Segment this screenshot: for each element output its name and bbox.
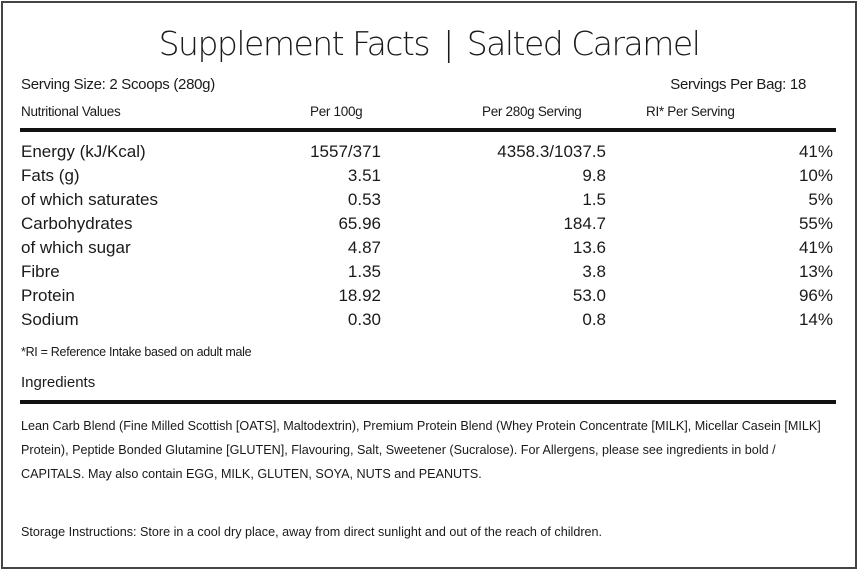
title-main: Supplement Facts — [158, 24, 431, 63]
per-100g-value: 1557/371 — [310, 142, 381, 161]
table-row: Energy (kJ/Kcal) 1557/371 4358.3/1037.5 41% — [0, 142, 858, 166]
storage-instructions: Storage Instructions: Store in a cool dr… — [21, 525, 603, 539]
per-serving-value: 1.5 — [582, 190, 606, 209]
ri-value: 55% — [798, 214, 833, 233]
nutrient-name: Energy (kJ/Kcal) — [21, 142, 146, 161]
ri-value: 14% — [798, 310, 833, 329]
servings-per-bag: Servings Per Bag: 18 — [670, 76, 806, 93]
ingredients-text: Lean Carb Blend (Fine Milled Scottish [O… — [21, 419, 821, 481]
header-ri: RI* Per Serving — [646, 104, 735, 119]
ri-value: 13% — [798, 262, 833, 281]
per-serving-value: 13.6 — [572, 238, 606, 257]
table-row: Sodium 0.30 0.8 14% — [0, 310, 858, 334]
ri-value: 10% — [798, 166, 833, 185]
per-100g-value: 0.30 — [347, 310, 381, 329]
per-100g-value: 3.51 — [347, 166, 381, 185]
ingredients-heading: Ingredients — [21, 374, 96, 391]
ri-value: 96% — [798, 286, 833, 305]
table-row: Fibre 1.35 3.8 13% — [0, 262, 858, 286]
title-flavour: Salted Caramel — [466, 24, 701, 63]
header-divider — [20, 128, 836, 132]
per-serving-value: 3.8 — [582, 262, 606, 281]
nutrient-name: Carbohydrates — [21, 214, 133, 233]
title-separator: | — [443, 24, 454, 63]
header-per-serving: Per 280g Serving — [482, 104, 582, 119]
per-serving-value: 4358.3/1037.5 — [497, 142, 606, 161]
ri-note: *RI = Reference Intake based on adult ma… — [21, 345, 252, 359]
per-serving-value: 9.8 — [582, 166, 606, 185]
serving-size: Serving Size: 2 Scoops (280g) — [21, 76, 215, 93]
nutrient-name: of which sugar — [21, 238, 131, 257]
nutrient-name: Protein — [21, 286, 75, 305]
nutrient-name: Fats (g) — [21, 166, 80, 185]
nutrient-name: of which saturates — [21, 190, 159, 209]
nutrient-name: Sodium — [21, 310, 79, 329]
table-row: Fats (g) 3.51 9.8 10% — [0, 166, 858, 190]
per-100g-value: 4.87 — [347, 238, 381, 257]
page-title: Supplement Facts | Salted Caramel — [0, 24, 858, 63]
header-nutritional-values: Nutritional Values — [21, 104, 121, 119]
per-100g-value: 0.53 — [347, 190, 381, 209]
per-serving-value: 184.7 — [563, 214, 606, 233]
per-100g-value: 1.35 — [347, 262, 381, 281]
table-row: Protein 18.92 53.0 96% — [0, 286, 858, 310]
table-row: Carbohydrates 65.96 184.7 55% — [0, 214, 858, 238]
table-row: of which saturates 0.53 1.5 5% — [0, 190, 858, 214]
ri-value: 41% — [798, 238, 833, 257]
ri-value: 41% — [798, 142, 833, 161]
per-100g-value: 18.92 — [338, 286, 381, 305]
ingredients-divider — [20, 400, 836, 404]
per-serving-value: 53.0 — [572, 286, 606, 305]
header-per-100g: Per 100g — [310, 104, 363, 119]
table-row: of which sugar 4.87 13.6 41% — [0, 238, 858, 262]
ri-value: 5% — [808, 190, 833, 209]
per-100g-value: 65.96 — [338, 214, 381, 233]
nutrient-name: Fibre — [21, 262, 60, 281]
per-serving-value: 0.8 — [582, 310, 606, 329]
